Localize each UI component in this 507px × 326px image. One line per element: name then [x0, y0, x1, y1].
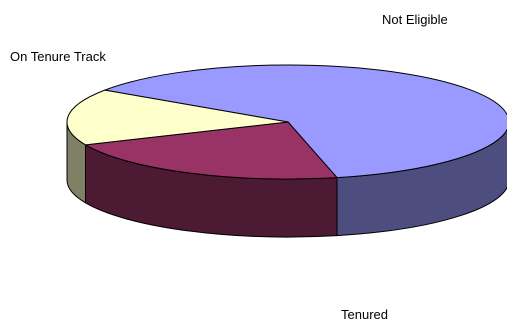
label-tenured: Tenured	[341, 307, 388, 322]
pie-labels: Not Eligible On Tenure Track Tenured	[10, 12, 448, 322]
slice-not-eligible	[66, 89, 289, 146]
label-not-eligible: Not Eligible	[382, 12, 448, 27]
slice-on-tenure-track	[84, 121, 338, 180]
label-on-tenure-track: On Tenure Track	[10, 49, 106, 64]
pie-top-faces	[66, 64, 507, 180]
slice-tenured	[104, 64, 507, 179]
